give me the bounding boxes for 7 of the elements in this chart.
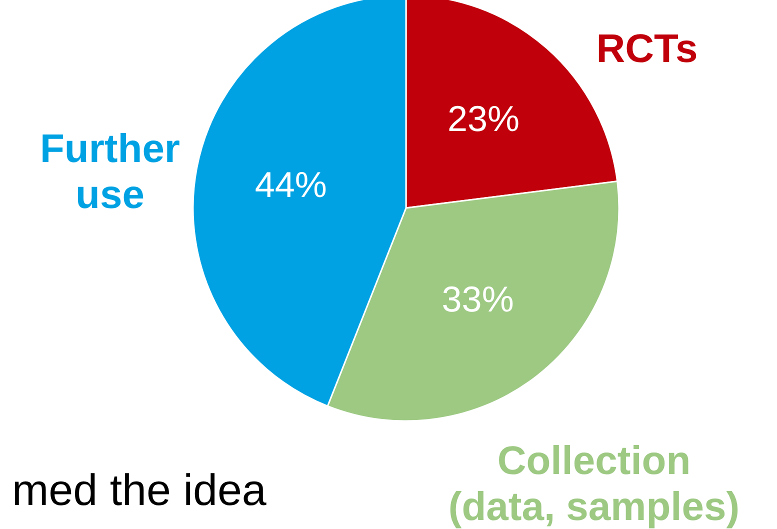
data-label: 23% bbox=[447, 98, 520, 140]
text: med the idea bbox=[12, 466, 267, 515]
slice-label: Further use bbox=[40, 127, 180, 217]
data-label: 44% bbox=[254, 164, 327, 206]
slice-label: RCTs bbox=[596, 27, 698, 71]
slice-label: Collection (data, samples) bbox=[448, 439, 740, 529]
data-label: 33% bbox=[442, 278, 514, 320]
